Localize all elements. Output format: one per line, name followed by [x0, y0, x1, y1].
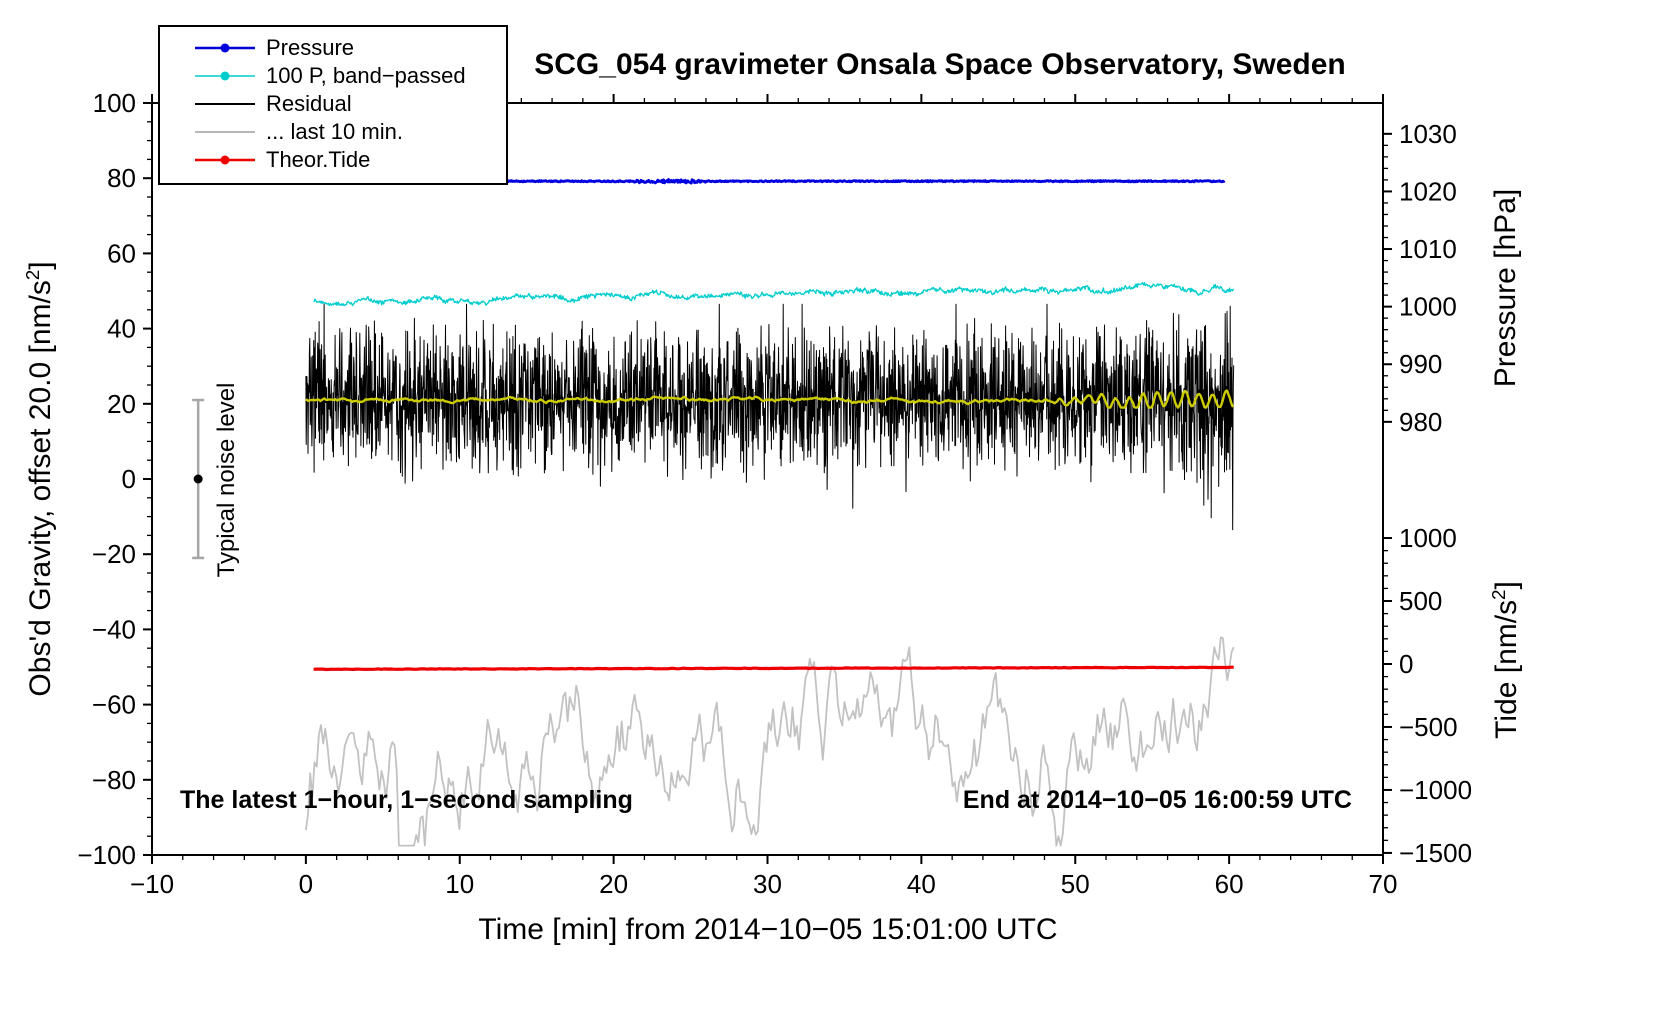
x-tick-label: 0	[299, 869, 313, 899]
legend-entry-residual: Residual	[160, 90, 506, 118]
legend-swatch-theor_tide	[195, 155, 255, 165]
pressure-tick-label: 980	[1399, 407, 1442, 437]
tide-tick-label: −1500	[1399, 838, 1472, 868]
series-residual	[305, 303, 1235, 531]
legend-label-last10: ... last 10 min.	[266, 119, 403, 144]
x-axis-ticks: −10 0 10 20 30 40 50 60 70	[130, 94, 1398, 899]
legend-label-band_passed: 100 P, band−passed	[266, 63, 466, 88]
sampling-annotation: The latest 1−hour, 1−second sampling	[180, 786, 633, 814]
y-axis-label-tide: Tide [nm/s2]	[1488, 581, 1524, 739]
gravity-tick-label: −100	[77, 840, 136, 870]
gravity-tick-label: −40	[92, 614, 136, 644]
legend-label-theor_tide: Theor.Tide	[266, 147, 371, 172]
x-tick-label: −10	[130, 869, 174, 899]
x-tick-label: 20	[599, 869, 628, 899]
pressure-tick-label: 1010	[1399, 234, 1457, 264]
left-axis-ticks: −100 −80 −60 −40 −20 0 20 40 60 80 100	[77, 88, 152, 870]
gravity-tick-label: 80	[107, 163, 136, 193]
legend-entry-band_passed: 100 P, band−passed	[160, 62, 506, 90]
tide-tick-label: −1000	[1399, 775, 1472, 805]
x-tick-label: 30	[753, 869, 782, 899]
y-axis-label-pressure: Pressure [hPa]	[1489, 188, 1522, 388]
noise-level-marker	[192, 398, 205, 560]
gravity-tick-label: 20	[107, 389, 136, 419]
gravity-label-post: ]	[24, 261, 57, 270]
tide-label-text: Tide [nm/s	[1490, 599, 1523, 739]
series-residual_lowpass	[305, 389, 1234, 409]
x-tick-label: 10	[445, 869, 474, 899]
legend-entry-last10: ... last 10 min.	[160, 118, 506, 146]
pressure-tick-label: 1020	[1399, 176, 1457, 206]
x-tick-label: 50	[1061, 869, 1090, 899]
legend: Pressure 100 P, band−passed Residual ... la…	[158, 25, 508, 185]
y-axis-label-gravity: Obs'd Gravity, offset 20.0 [nm/s2]	[22, 261, 58, 696]
x-tick-label: 70	[1369, 869, 1398, 899]
pressure-tick-label: 990	[1399, 349, 1442, 379]
x-tick-label: 60	[1215, 869, 1244, 899]
pressure-tick: 980 990 1000 1010 1020 1030	[1383, 119, 1457, 437]
gravity-tick-label: 40	[107, 314, 136, 344]
pressure-tick-label: 1000	[1399, 292, 1457, 322]
legend-entry-pressure: Pressure	[160, 34, 506, 62]
noise-level-label: Typical noise level	[213, 382, 240, 578]
tide-label-post: ]	[1490, 581, 1523, 590]
gravity-tick-label: 100	[93, 88, 136, 118]
gravity-label-text: Obs'd Gravity, offset 20.0 [nm/s	[24, 280, 57, 697]
gravity-tick-label: 0	[122, 464, 136, 494]
gravity-label-sup: 2	[22, 269, 43, 281]
tide-tick-label: −500	[1399, 712, 1458, 742]
series-theor_tide	[313, 665, 1234, 672]
legend-entry-theor_tide: Theor.Tide	[160, 146, 506, 174]
gravity-tick-label: 60	[107, 238, 136, 268]
series-band_passed	[313, 282, 1235, 307]
gravity-tick-label: −60	[92, 690, 136, 720]
legend-swatch-last10	[195, 131, 255, 133]
legend-label-residual: Residual	[266, 91, 352, 116]
pressure-tick-label: 1030	[1399, 119, 1457, 149]
tide-tick-label: 1000	[1399, 523, 1457, 553]
x-axis-label: Time [min] from 2014−10−05 15:01:00 UTC	[478, 913, 1058, 946]
gravity-tick-label: −20	[92, 539, 136, 569]
tide-tick: −1500 −1000 −500 0 500 1000	[1383, 523, 1472, 868]
tide-tick-label: 500	[1399, 586, 1442, 616]
legend-label-pressure: Pressure	[266, 35, 355, 60]
legend-swatch-pressure	[195, 43, 255, 53]
tide-tick-label: 0	[1399, 649, 1413, 679]
chart-title: SCG_054 gravimeter Onsala Space Observat…	[534, 48, 1346, 81]
tide-label-sup: 2	[1488, 589, 1509, 600]
legend-swatch-band_passed	[195, 71, 255, 81]
series-last10	[305, 636, 1235, 847]
gravity-tick-label: −80	[92, 765, 136, 795]
legend-swatch-residual	[195, 103, 255, 105]
x-tick-label: 40	[907, 869, 936, 899]
end-time-annotation: End at 2014−10−05 16:00:59 UTC	[962, 786, 1352, 814]
